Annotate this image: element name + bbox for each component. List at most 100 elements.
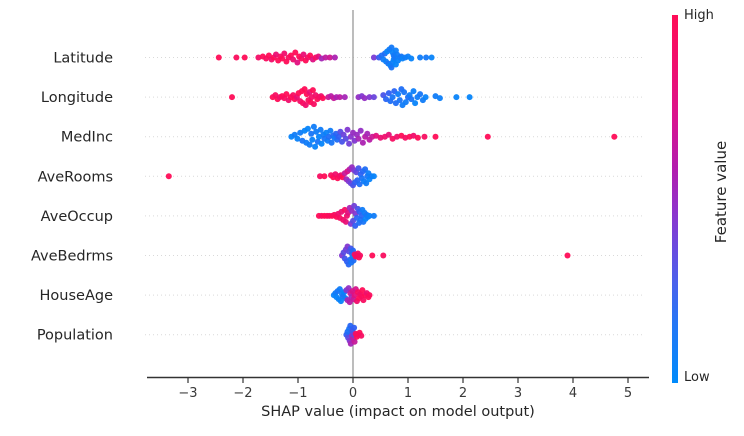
feature-value-colorbar — [672, 15, 678, 383]
data-point — [300, 51, 307, 58]
data-point — [341, 94, 348, 101]
data-point — [369, 252, 376, 259]
data-point — [328, 139, 335, 146]
data-point — [366, 212, 373, 219]
feature-label-averooms: AveRooms — [38, 169, 113, 185]
feature-label-latitude: Latitude — [53, 51, 113, 67]
data-point — [484, 133, 491, 140]
data-point — [380, 252, 387, 259]
data-point — [351, 338, 358, 345]
data-point — [215, 54, 222, 61]
data-point — [294, 59, 301, 66]
data-point — [326, 54, 333, 61]
data-point — [310, 123, 317, 130]
data-point — [322, 54, 329, 61]
data-point — [290, 56, 297, 63]
data-point — [408, 55, 415, 62]
data-point — [319, 95, 326, 102]
data-point — [165, 173, 172, 180]
data-point — [395, 91, 402, 98]
data-point — [337, 298, 344, 305]
data-point — [283, 91, 290, 98]
data-point — [453, 94, 460, 101]
data-point — [336, 286, 343, 293]
data-point — [370, 173, 377, 180]
data-point — [359, 139, 366, 146]
data-point — [308, 130, 315, 137]
data-point — [402, 99, 409, 106]
data-point — [279, 55, 286, 62]
data-point — [304, 125, 311, 132]
data-point — [331, 54, 338, 61]
data-point — [370, 94, 377, 101]
data-point — [336, 94, 343, 101]
data-point — [317, 126, 324, 133]
data-point — [310, 101, 317, 108]
data-point — [358, 332, 365, 339]
data-point — [309, 87, 316, 94]
x-tick-label: −3 — [178, 386, 197, 401]
x-tick-label: 2 — [459, 386, 467, 401]
data-point — [342, 218, 349, 225]
data-point — [294, 135, 301, 142]
data-point — [417, 91, 424, 98]
data-point — [423, 54, 430, 61]
data-point — [357, 252, 364, 259]
data-point — [327, 127, 334, 134]
data-point — [422, 94, 429, 101]
data-point — [355, 135, 362, 142]
colorbar-axis-label-text: Feature value — [712, 140, 730, 244]
feature-label-population: Population — [37, 328, 113, 344]
x-tick-label: −1 — [288, 386, 307, 401]
data-point — [414, 134, 421, 141]
colorbar-low-label: Low — [684, 370, 710, 385]
data-point — [363, 180, 370, 187]
data-point — [385, 131, 392, 138]
feature-label-longitude: Longitude — [41, 90, 113, 106]
data-point — [229, 94, 235, 101]
data-point — [396, 97, 403, 104]
data-point — [309, 136, 316, 143]
data-point — [385, 90, 392, 97]
feature-label-medinc: MedInc — [61, 130, 113, 146]
data-point — [361, 95, 368, 102]
data-point — [302, 102, 309, 109]
data-point — [233, 54, 240, 61]
data-point — [388, 64, 395, 71]
x-tick-label: 0 — [349, 386, 357, 401]
data-point — [292, 49, 299, 56]
feature-label-aveoccup: AveOccup — [41, 209, 113, 225]
data-point — [318, 140, 325, 147]
data-point — [351, 324, 358, 331]
data-point — [301, 86, 308, 93]
data-point — [366, 292, 373, 299]
data-point — [466, 94, 473, 101]
colorbar-axis-label: Feature value — [703, 122, 739, 267]
x-tick-label: 1 — [404, 386, 412, 401]
data-point — [364, 130, 371, 137]
x-tick-label: 5 — [624, 386, 632, 401]
data-point — [366, 94, 373, 101]
data-point — [317, 173, 323, 180]
data-point — [388, 44, 395, 51]
data-point — [313, 128, 320, 135]
x-tick-label: 4 — [569, 386, 577, 401]
data-point — [401, 89, 408, 96]
data-point — [306, 141, 313, 148]
x-tick-label: 3 — [514, 386, 522, 401]
data-point — [432, 133, 439, 140]
data-point — [342, 135, 349, 142]
data-point — [408, 96, 415, 103]
data-point — [421, 133, 428, 140]
data-point — [370, 212, 377, 219]
data-point — [359, 287, 366, 294]
data-point — [611, 133, 618, 140]
data-point — [312, 143, 319, 150]
data-point — [428, 54, 435, 61]
data-point — [417, 54, 424, 61]
data-point — [436, 95, 443, 102]
x-axis-title: SHAP value (impact on model output) — [261, 404, 535, 420]
data-point — [241, 54, 248, 61]
